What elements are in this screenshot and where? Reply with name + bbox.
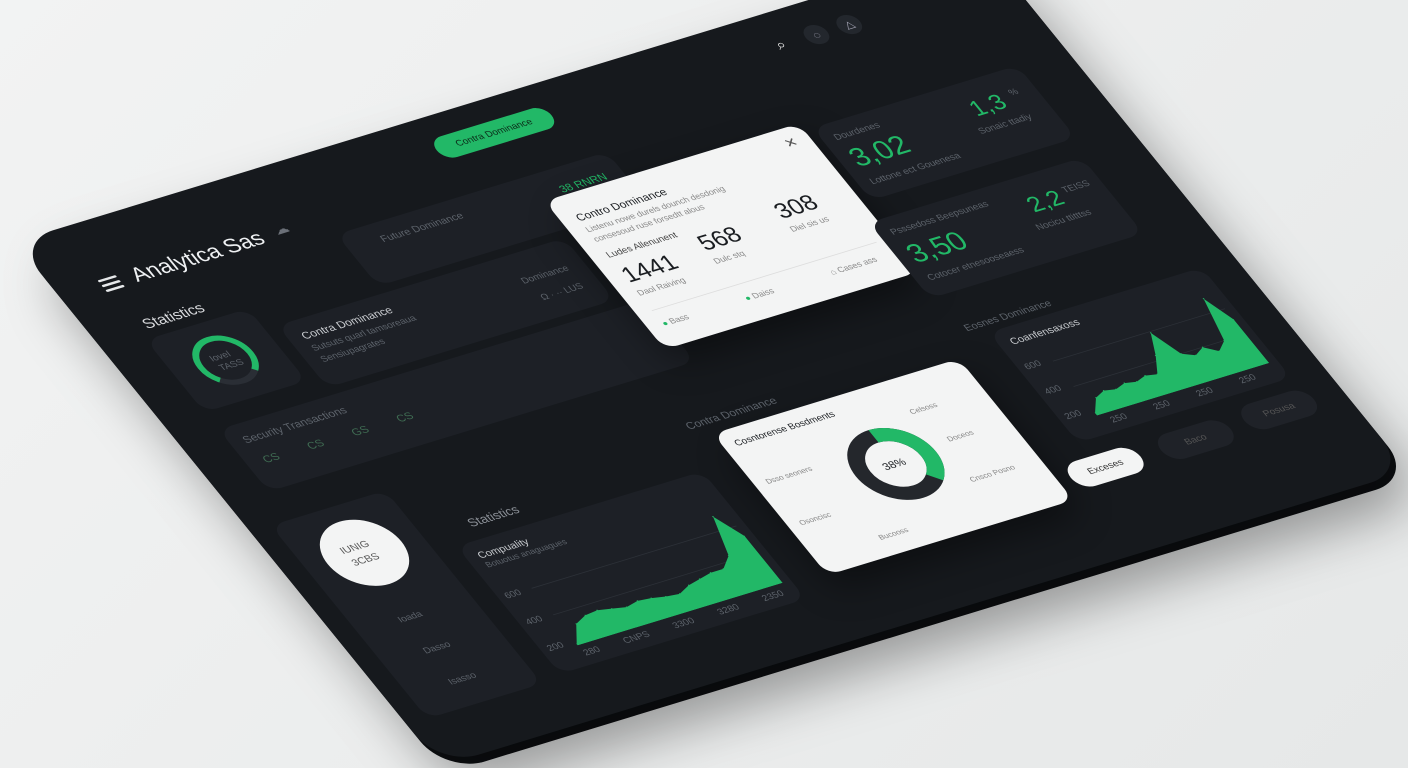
data-point [636, 600, 639, 602]
donut-label: Dsso seoners [763, 464, 815, 486]
donut-label: Cnsco Posno [967, 463, 1017, 484]
data-point [611, 608, 613, 610]
data-point [1180, 353, 1182, 355]
data-point [650, 597, 653, 599]
bottom-chart-card: Compuality Botuotus anaguagues 600 400 2… [456, 471, 806, 674]
data-point [1156, 373, 1159, 375]
kpi-side-value: 1,3 [963, 89, 1013, 121]
tablet-stage: Analytica Sas ☁ Contra Dominance ⌕ ◌ △ S… [15, 0, 1408, 767]
x-tick: 3300 [670, 616, 698, 631]
y-tick: 600 [502, 588, 524, 601]
bottom-area-chart [531, 516, 783, 646]
donut-chart [847, 427, 945, 500]
data-point [1135, 381, 1138, 383]
x-tick: CNPS [620, 629, 653, 646]
security-badge[interactable]: CS [393, 409, 417, 425]
area-series [576, 516, 783, 646]
donut-card: Cosntorense Bosdments 38% Dsso seoners O… [712, 358, 1074, 576]
data-point [1095, 397, 1097, 399]
donut-slice [847, 427, 945, 500]
right-area-chart [1052, 298, 1270, 416]
data-point [678, 593, 681, 595]
footer-item[interactable]: ● Daiss [742, 286, 777, 304]
security-badge[interactable]: GS [348, 423, 372, 439]
data-point [1123, 382, 1126, 384]
data-point [722, 568, 725, 570]
data-point [575, 643, 578, 645]
data-point [575, 623, 578, 625]
kpi-side-unit: TEISS [1059, 178, 1093, 196]
x-tick: 250 [1150, 398, 1173, 412]
data-point [1201, 346, 1204, 348]
data-point [698, 578, 701, 580]
data-point [687, 584, 690, 586]
data-point [1144, 374, 1146, 377]
list-item[interactable]: Dasso [420, 639, 454, 656]
data-point [1233, 318, 1235, 321]
data-point [665, 595, 667, 598]
gridline [531, 525, 737, 589]
x-tick: 250 [1236, 372, 1259, 386]
gauge-card: Iovel TASS [145, 308, 307, 413]
x-tick: 280 [581, 644, 603, 658]
donut-label: Bucooss [876, 525, 911, 542]
x-tick: 250 [1193, 385, 1216, 399]
donut-label: Osoncisc [797, 510, 834, 527]
contra-card-right-label: Dominance [518, 263, 572, 286]
list-item[interactable]: Ioada [395, 609, 425, 625]
gridline [552, 552, 759, 616]
data-point [743, 535, 746, 537]
data-point [1094, 412, 1096, 414]
y-tick: 200 [1062, 408, 1085, 422]
data-point [596, 609, 598, 611]
data-point [712, 516, 714, 518]
gauge [192, 335, 259, 385]
right-chart-card: Coanfensaxoss 600 400 200 250 250 250 250 [988, 267, 1292, 443]
data-point [1218, 350, 1221, 352]
data-point [625, 606, 628, 608]
data-point [1202, 298, 1205, 300]
data-point [584, 614, 587, 616]
x-tick: 2350 [759, 588, 787, 604]
y-tick: 600 [1022, 358, 1044, 372]
y-tick: 400 [523, 614, 546, 628]
area-series [1095, 298, 1270, 416]
data-point [1102, 390, 1105, 392]
security-badge[interactable]: CS [303, 436, 327, 452]
data-point [727, 555, 730, 557]
close-icon[interactable]: ✕ [781, 135, 802, 151]
list-item[interactable]: Isasso [446, 670, 479, 687]
footer-item[interactable]: ⌂ Cases ass [827, 255, 880, 278]
data-point [1194, 354, 1197, 356]
x-tick: 250 [1108, 411, 1130, 425]
x-tick: 3280 [715, 602, 742, 617]
y-tick: 200 [544, 640, 567, 654]
contra-card-right-meta: Ω · ·· LUS [538, 281, 586, 303]
donut-label: Doceos [944, 428, 976, 443]
data-point [1154, 354, 1157, 357]
data-point [1115, 388, 1117, 390]
data-point [1149, 332, 1152, 334]
data-point [709, 572, 712, 574]
footer-item[interactable]: ● Bass [659, 312, 692, 329]
kpi-side-unit: % [1006, 87, 1021, 98]
gridline [1052, 308, 1226, 362]
donut-label: Celsoss [907, 400, 940, 416]
y-tick: 400 [1042, 383, 1064, 397]
security-badge[interactable]: CS [259, 450, 283, 466]
data-point [1223, 340, 1225, 342]
